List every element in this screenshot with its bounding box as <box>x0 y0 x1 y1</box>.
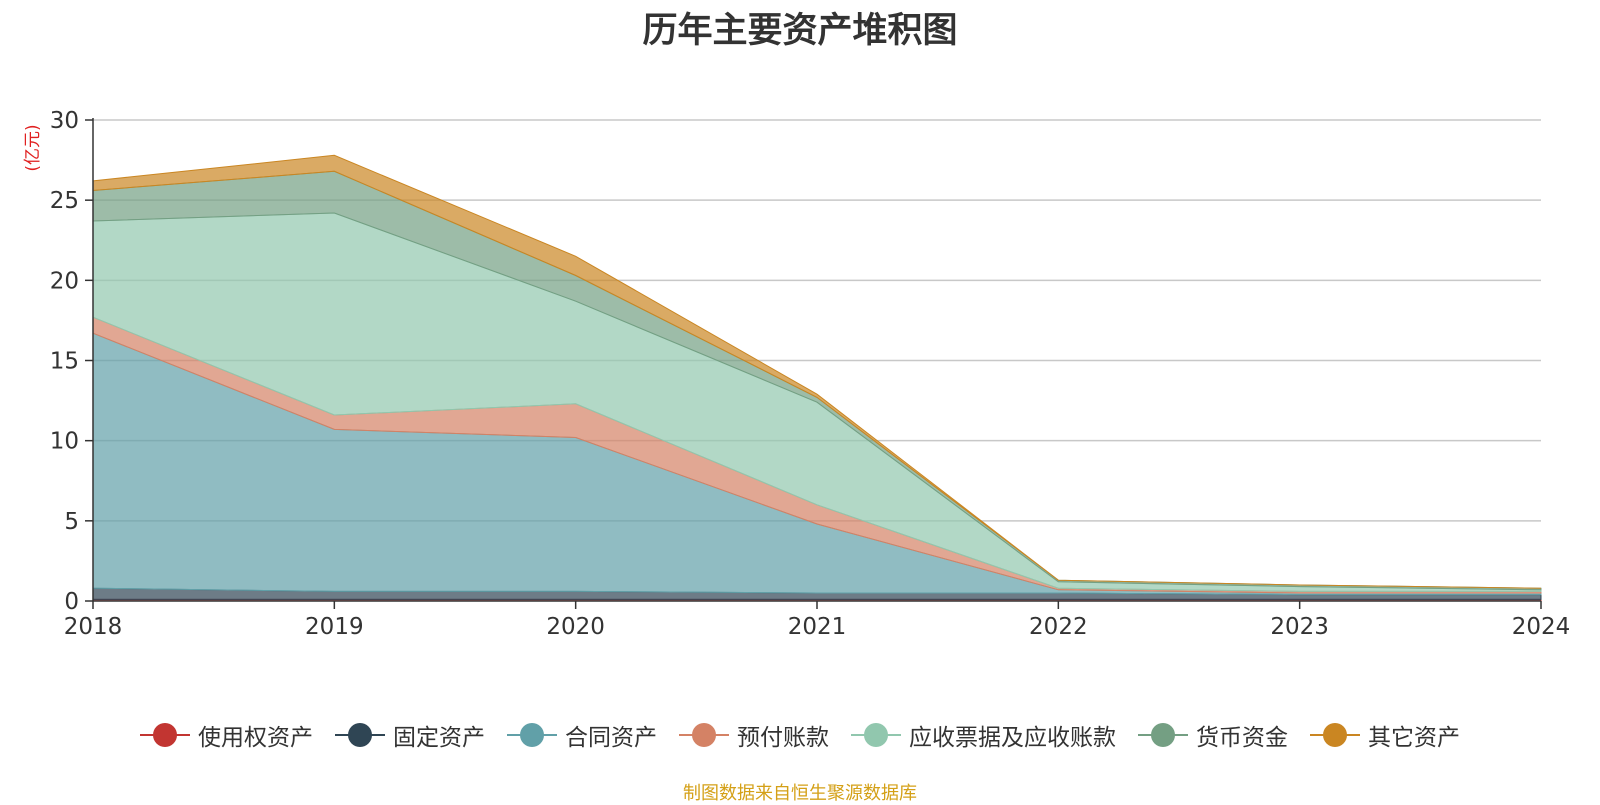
y-tick-label: 0 <box>64 589 79 615</box>
legend-label: 固定资产 <box>393 725 485 751</box>
stacked-areas <box>92 154 1542 602</box>
legend-item[interactable]: 合同资产 <box>507 718 657 752</box>
legend-label: 其它资产 <box>1368 725 1460 751</box>
legend-label: 使用权资产 <box>198 725 313 751</box>
area-其它资产 <box>92 154 1542 589</box>
y-unit-label: (亿元) <box>23 124 43 171</box>
y-tick-label: 15 <box>50 349 79 375</box>
x-tick-label: 2020 <box>546 614 605 640</box>
chart-title: 历年主要资产堆积图 <box>642 11 958 51</box>
y-tick-label: 10 <box>50 429 79 455</box>
legend-label: 货币资金 <box>1196 725 1288 751</box>
x-tick-label: 2018 <box>64 614 123 640</box>
legend-item[interactable]: 其它资产 <box>1310 718 1460 752</box>
legend-marker-icon <box>679 722 729 748</box>
legend-item[interactable]: 货币资金 <box>1138 718 1288 752</box>
legend-marker-icon <box>335 722 385 748</box>
y-tick-label: 5 <box>64 509 79 535</box>
legend-label: 应收票据及应收账款 <box>909 725 1116 751</box>
y-tick-label: 30 <box>50 108 79 134</box>
axes: 0 5 10 15 20 25 30 2018 2019 2020 2021 2022 2023 2024 <box>50 108 1571 640</box>
legend-item[interactable]: 预付账款 <box>679 718 829 752</box>
y-tick-label: 20 <box>50 268 79 294</box>
source-note: 制图数据来自恒生聚源数据库 <box>683 783 917 804</box>
legend-label: 合同资产 <box>565 725 657 751</box>
legend-marker-icon <box>1138 722 1188 748</box>
x-tick-label: 2024 <box>1512 614 1571 640</box>
legend-marker-icon <box>1310 722 1360 748</box>
legend-marker-icon <box>140 722 190 748</box>
x-tick-label: 2021 <box>788 614 847 640</box>
legend: 使用权资产 固定资产 合同资产 预付账款 应收票据及应收账款 货币资金 其它资产 <box>0 718 1600 752</box>
x-tick-label: 2023 <box>1270 614 1329 640</box>
y-tick-label: 25 <box>50 188 79 214</box>
x-tick-label: 2019 <box>305 614 364 640</box>
x-tick-label: 2022 <box>1029 614 1088 640</box>
legend-item[interactable]: 应收票据及应收账款 <box>851 718 1116 752</box>
legend-marker-icon <box>507 722 557 748</box>
legend-label: 预付账款 <box>737 725 829 751</box>
legend-marker-icon <box>851 722 901 748</box>
legend-item[interactable]: 固定资产 <box>335 718 485 752</box>
legend-item[interactable]: 使用权资产 <box>140 718 313 752</box>
